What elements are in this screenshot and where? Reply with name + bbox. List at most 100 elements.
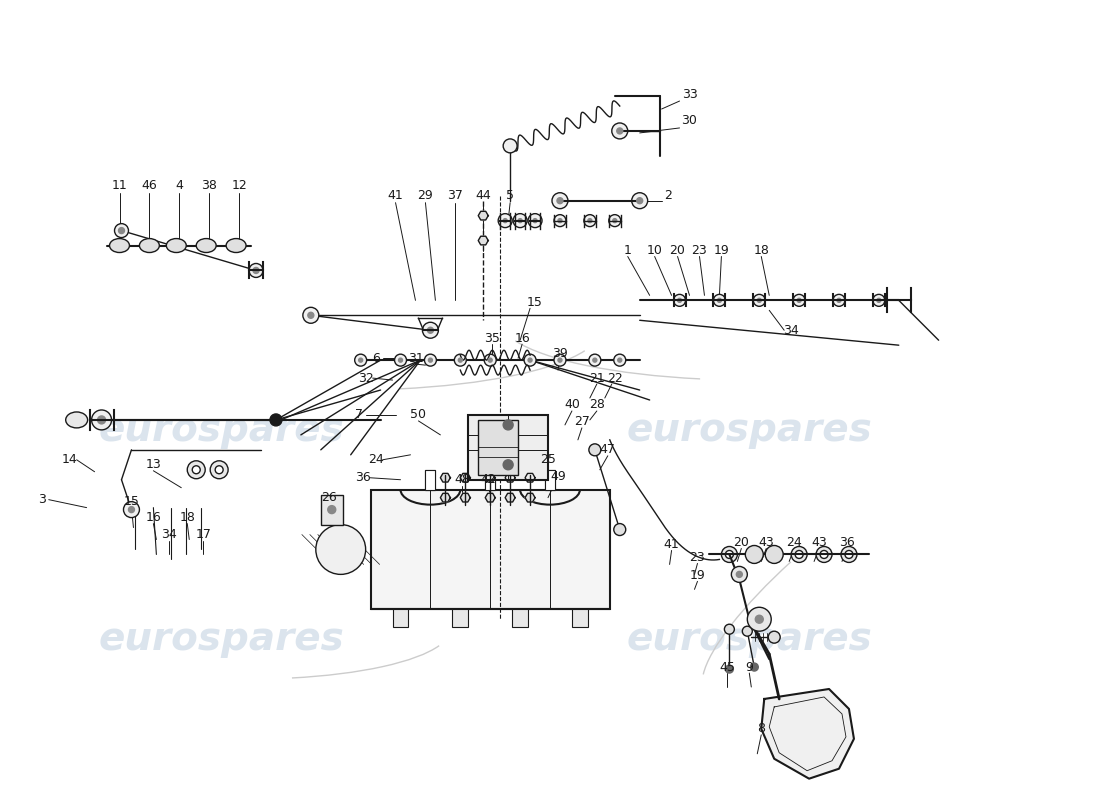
Text: eurospares: eurospares: [626, 411, 872, 449]
Bar: [469, 415, 548, 480]
Polygon shape: [478, 211, 488, 220]
Circle shape: [91, 410, 111, 430]
Circle shape: [123, 502, 140, 518]
Text: 20: 20: [734, 536, 749, 549]
Text: 21: 21: [588, 371, 605, 385]
Text: 12: 12: [231, 179, 248, 192]
Text: 5: 5: [506, 190, 514, 202]
Circle shape: [518, 218, 522, 222]
Bar: [321, 494, 343, 525]
Circle shape: [114, 224, 129, 238]
Circle shape: [459, 358, 462, 362]
Text: 30: 30: [682, 114, 697, 127]
Text: 18: 18: [179, 511, 195, 524]
Circle shape: [757, 298, 761, 302]
Circle shape: [359, 358, 363, 362]
Polygon shape: [485, 494, 495, 502]
Text: 49: 49: [550, 470, 565, 483]
Text: 43: 43: [758, 536, 774, 549]
Text: 2: 2: [663, 190, 671, 202]
Bar: [371, 490, 609, 610]
Circle shape: [513, 214, 527, 228]
Circle shape: [253, 267, 258, 274]
Circle shape: [722, 546, 737, 562]
Polygon shape: [525, 494, 535, 502]
Text: 23: 23: [690, 551, 705, 564]
Text: 36: 36: [355, 471, 371, 484]
Circle shape: [488, 358, 492, 362]
Bar: [426, 470, 436, 490]
Text: 37: 37: [448, 190, 463, 202]
Bar: [544, 470, 556, 490]
Circle shape: [732, 566, 747, 582]
Ellipse shape: [110, 238, 130, 253]
Text: 20: 20: [670, 244, 685, 257]
Text: 19: 19: [690, 569, 705, 582]
Text: 48: 48: [454, 474, 470, 486]
Circle shape: [587, 218, 592, 222]
Text: 25: 25: [540, 454, 556, 466]
Circle shape: [398, 358, 403, 362]
Circle shape: [98, 416, 106, 424]
Circle shape: [302, 307, 319, 323]
Text: 27: 27: [574, 415, 590, 429]
Circle shape: [588, 444, 601, 456]
Circle shape: [534, 218, 537, 222]
Text: 32: 32: [358, 371, 374, 385]
Text: 16: 16: [145, 511, 162, 524]
Text: 17: 17: [196, 528, 211, 541]
Text: 35: 35: [484, 332, 500, 345]
Circle shape: [422, 322, 439, 338]
Text: 45: 45: [719, 661, 735, 674]
Text: 46: 46: [142, 179, 157, 192]
Polygon shape: [485, 474, 495, 482]
Text: 28: 28: [588, 398, 605, 411]
Text: 50: 50: [410, 409, 427, 422]
Bar: [485, 470, 495, 490]
Circle shape: [428, 327, 433, 334]
Circle shape: [766, 546, 783, 563]
Circle shape: [736, 571, 743, 578]
Circle shape: [725, 550, 734, 558]
Circle shape: [833, 294, 845, 306]
Bar: [478, 420, 518, 474]
Circle shape: [637, 198, 642, 204]
Polygon shape: [761, 689, 854, 778]
Polygon shape: [460, 494, 471, 502]
Circle shape: [503, 218, 507, 222]
Bar: [544, 470, 556, 490]
Polygon shape: [478, 236, 488, 245]
Circle shape: [747, 607, 771, 631]
Circle shape: [316, 525, 365, 574]
Ellipse shape: [196, 238, 217, 253]
Circle shape: [816, 546, 832, 562]
Text: 42: 42: [481, 474, 496, 486]
Circle shape: [678, 298, 682, 302]
Circle shape: [503, 420, 513, 430]
Circle shape: [791, 546, 807, 562]
Circle shape: [845, 550, 853, 558]
Text: 26: 26: [321, 491, 337, 504]
Text: 36: 36: [839, 536, 855, 549]
Bar: [393, 610, 408, 627]
Text: eurospares: eurospares: [98, 620, 344, 658]
Circle shape: [249, 263, 263, 278]
Text: 10: 10: [647, 244, 662, 257]
Circle shape: [717, 298, 722, 302]
Circle shape: [484, 354, 496, 366]
Circle shape: [187, 461, 206, 478]
Text: 9: 9: [746, 661, 754, 674]
Polygon shape: [440, 474, 450, 482]
Circle shape: [558, 358, 562, 362]
Circle shape: [793, 294, 805, 306]
Circle shape: [395, 354, 407, 366]
Text: 24: 24: [786, 536, 802, 549]
Circle shape: [756, 615, 763, 623]
Text: 22: 22: [607, 371, 623, 385]
Circle shape: [873, 294, 884, 306]
Circle shape: [328, 506, 336, 514]
Text: 8: 8: [757, 722, 766, 735]
Text: 41: 41: [663, 538, 680, 551]
Circle shape: [216, 466, 223, 474]
Circle shape: [837, 298, 842, 302]
